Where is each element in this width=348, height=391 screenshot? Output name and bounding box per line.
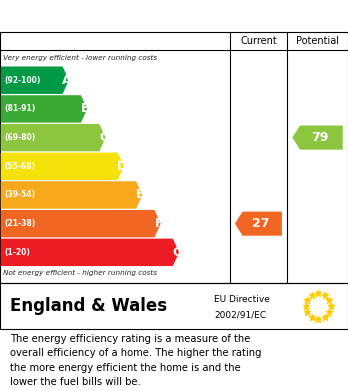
Polygon shape bbox=[1, 181, 142, 209]
Text: G: G bbox=[172, 246, 182, 259]
Text: F: F bbox=[155, 217, 163, 230]
Text: 27: 27 bbox=[252, 217, 269, 230]
Text: The energy efficiency rating is a measure of the
overall efficiency of a home. T: The energy efficiency rating is a measur… bbox=[10, 334, 262, 387]
Polygon shape bbox=[1, 95, 87, 123]
Text: A: A bbox=[62, 74, 72, 87]
Text: (69-80): (69-80) bbox=[4, 133, 35, 142]
Text: Not energy efficient - higher running costs: Not energy efficient - higher running co… bbox=[3, 270, 158, 276]
Text: D: D bbox=[117, 160, 127, 173]
Text: B: B bbox=[81, 102, 90, 115]
Polygon shape bbox=[235, 212, 282, 236]
Text: (21-38): (21-38) bbox=[4, 219, 35, 228]
Polygon shape bbox=[1, 152, 124, 180]
Text: (81-91): (81-91) bbox=[4, 104, 35, 113]
Polygon shape bbox=[1, 66, 69, 94]
Polygon shape bbox=[1, 124, 106, 151]
Polygon shape bbox=[1, 239, 179, 266]
Text: (55-68): (55-68) bbox=[4, 162, 35, 171]
Text: 2002/91/EC: 2002/91/EC bbox=[214, 311, 266, 320]
Text: 79: 79 bbox=[311, 131, 329, 144]
Text: Very energy efficient - lower running costs: Very energy efficient - lower running co… bbox=[3, 55, 158, 61]
Polygon shape bbox=[292, 126, 343, 150]
Text: (1-20): (1-20) bbox=[4, 248, 30, 257]
Polygon shape bbox=[1, 210, 161, 237]
Text: (92-100): (92-100) bbox=[4, 76, 41, 85]
Text: EU Directive: EU Directive bbox=[214, 294, 270, 303]
Text: (39-54): (39-54) bbox=[4, 190, 35, 199]
Text: C: C bbox=[99, 131, 108, 144]
Text: E: E bbox=[136, 188, 145, 201]
Text: Potential: Potential bbox=[296, 36, 339, 46]
Text: England & Wales: England & Wales bbox=[10, 297, 168, 315]
Text: Current: Current bbox=[240, 36, 277, 46]
Text: Energy Efficiency Rating: Energy Efficiency Rating bbox=[10, 9, 220, 23]
